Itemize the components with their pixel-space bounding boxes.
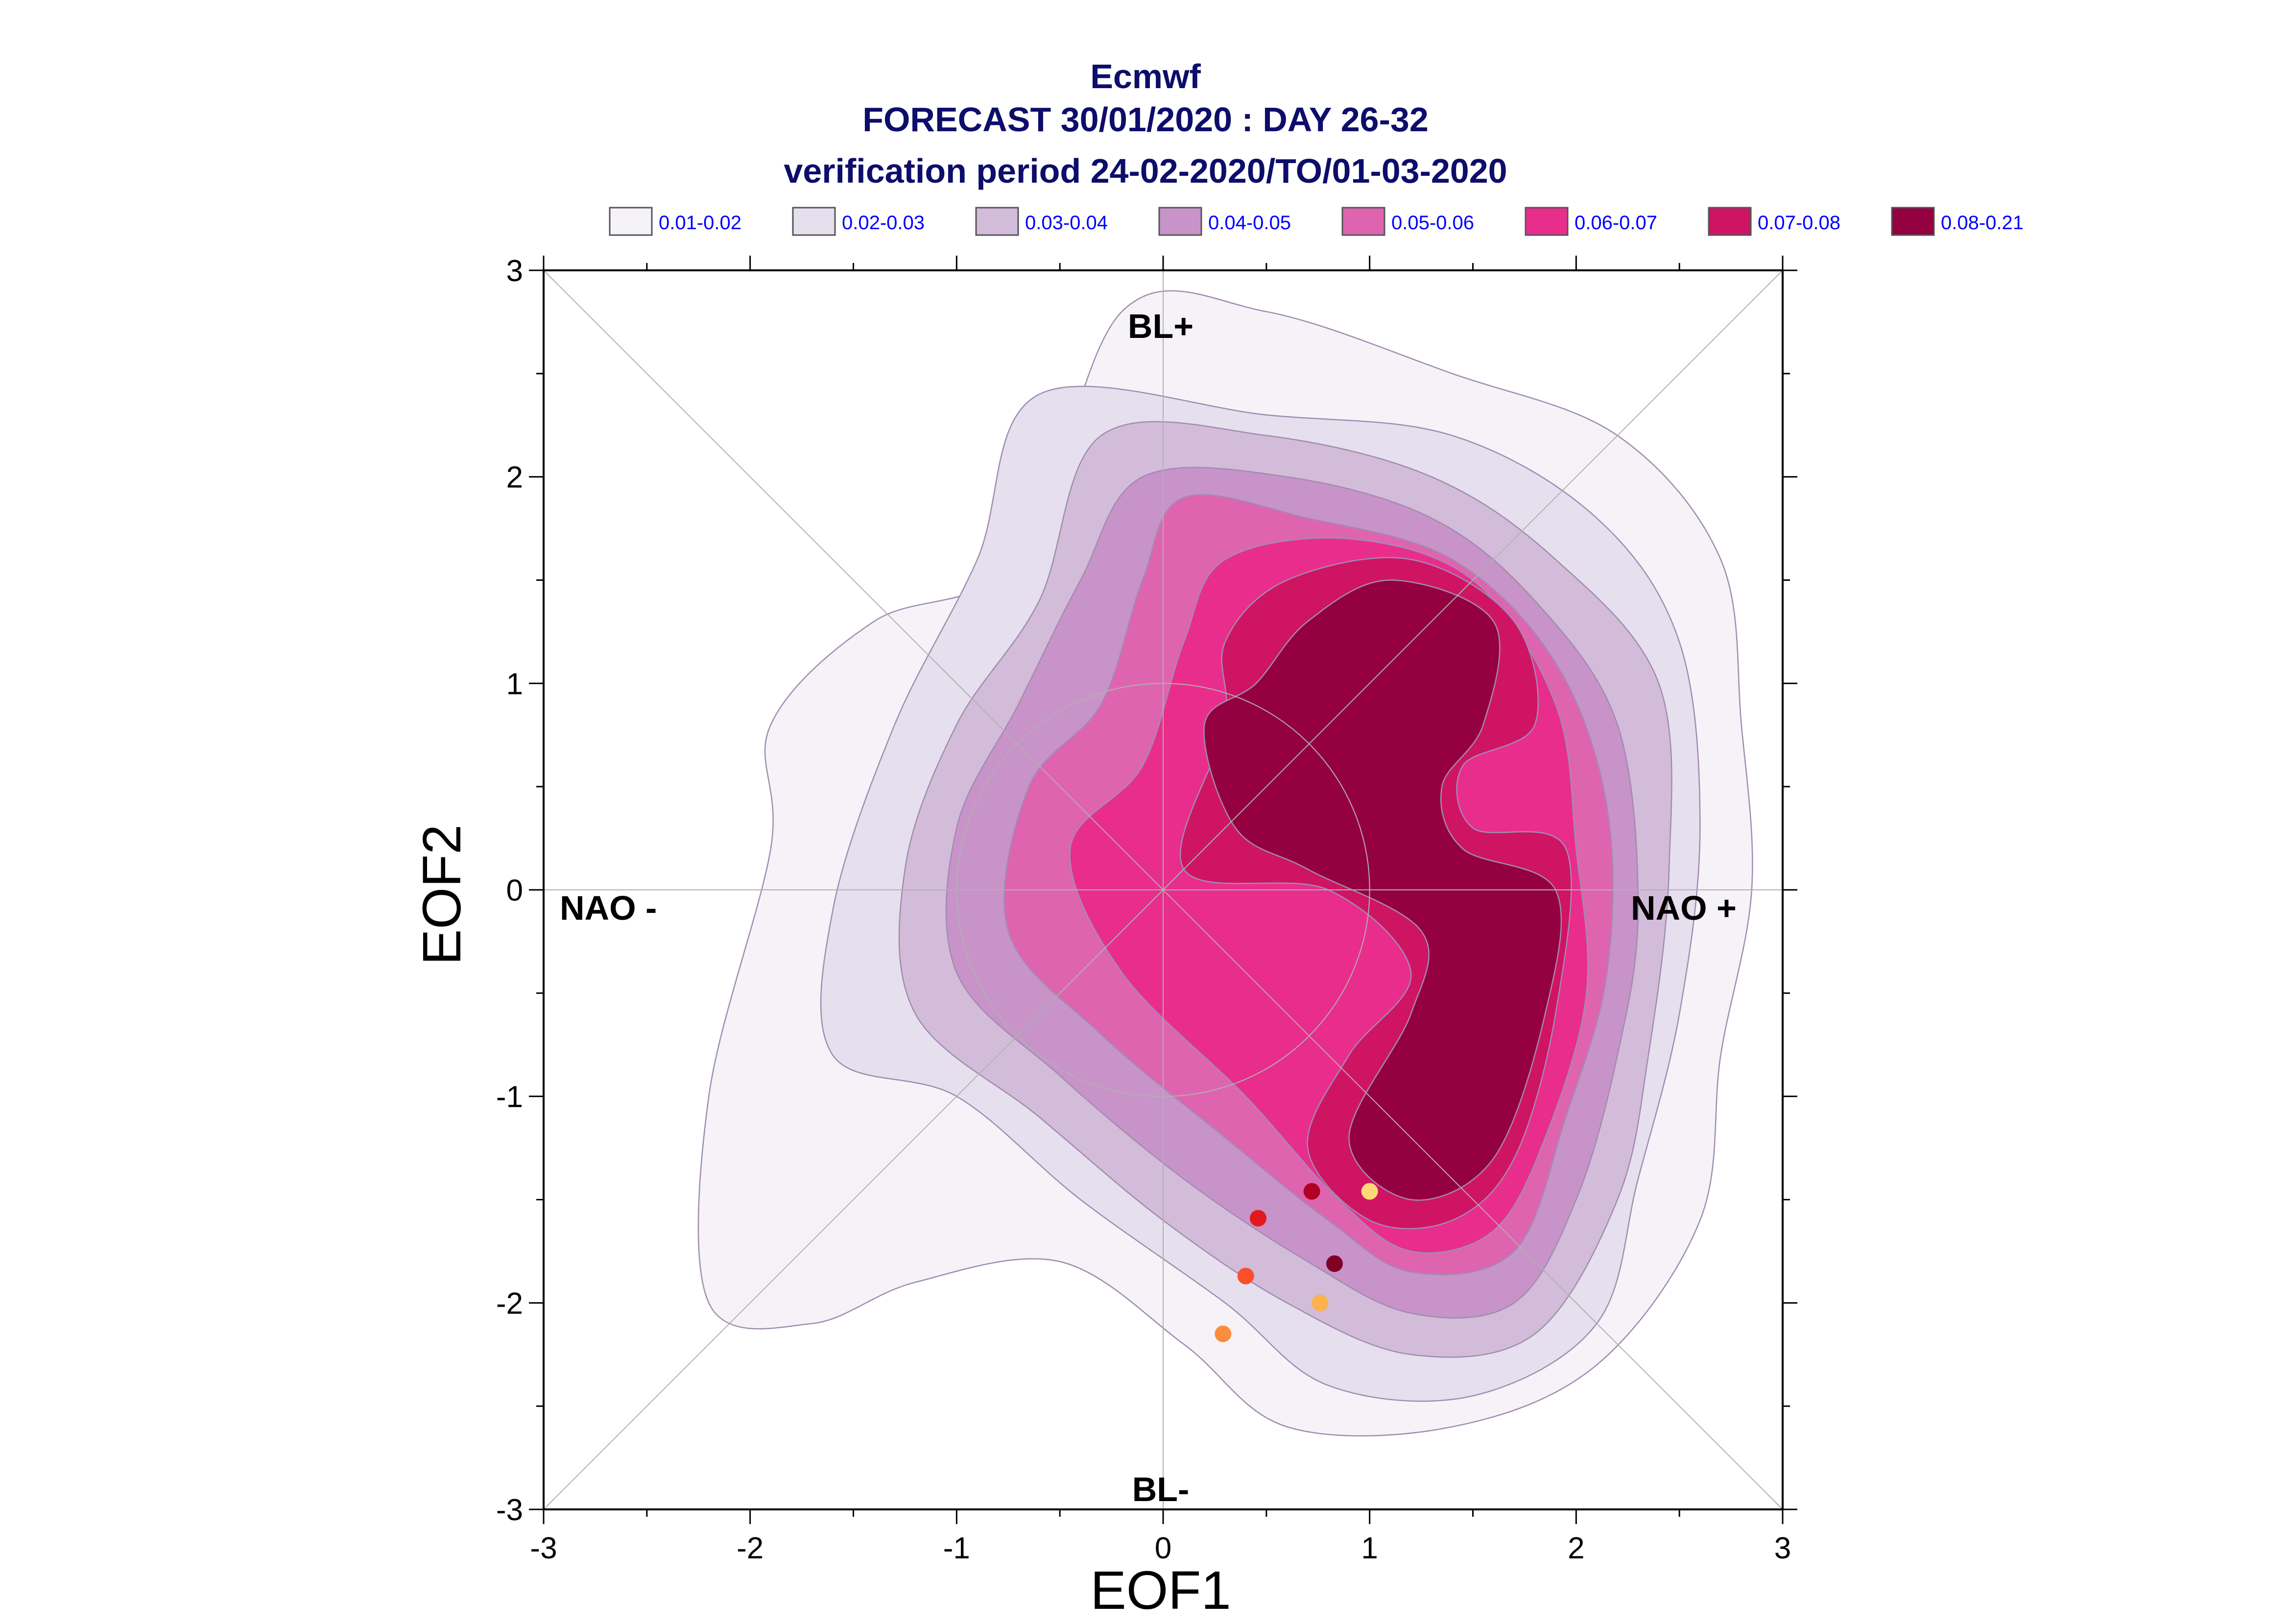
y-axis-label: EOF2 — [412, 824, 472, 965]
y-tick-label: 1 — [506, 667, 523, 701]
legend-swatch — [792, 207, 836, 236]
regime-label-nao-plus: NAO + — [1631, 889, 1737, 927]
legend-swatch — [1525, 207, 1569, 236]
chart-title: Ecmwf FORECAST 30/01/2020 : DAY 26-32 ve… — [784, 57, 1507, 190]
y-tick-label: 2 — [506, 461, 523, 495]
legend-swatch — [975, 207, 1019, 236]
legend-label: 0.07-0.08 — [1758, 212, 1840, 234]
legend-label: 0.04-0.05 — [1208, 212, 1291, 234]
x-tick-label: -2 — [737, 1531, 764, 1565]
regime-label-bl-plus: BL+ — [1128, 307, 1193, 345]
title-line-3: verification period 24-02-2020/TO/01-03-… — [784, 152, 1507, 190]
legend-label: 0.08-0.21 — [1941, 212, 2024, 234]
legend-label: 0.06-0.07 — [1575, 212, 1657, 234]
regime-label-nao-minus: NAO - — [560, 889, 657, 927]
title-line-2: FORECAST 30/01/2020 : DAY 26-32 — [862, 100, 1429, 139]
y-tick-label: -3 — [496, 1493, 523, 1527]
regime-labels: BL+ BL- NAO - NAO + — [560, 307, 1737, 1508]
unit-circle — [956, 683, 1370, 1097]
legend-swatch — [1708, 207, 1752, 236]
legend-label: 0.01-0.02 — [659, 212, 741, 234]
data-point — [1361, 1183, 1378, 1200]
regime-label-bl-minus: BL- — [1132, 1470, 1190, 1508]
x-tick-label: -3 — [530, 1531, 557, 1565]
x-tick-label: 2 — [1568, 1531, 1584, 1565]
x-axis-label: EOF1 — [1090, 1560, 1231, 1621]
axes: -3 -2 -1 0 1 2 3 -3 -2 -1 0 1 2 3 — [496, 254, 1797, 1565]
data-point — [1312, 1294, 1329, 1312]
x-tick-label: -1 — [943, 1531, 970, 1565]
data-point — [1326, 1255, 1343, 1272]
title-line-1: Ecmwf — [1090, 57, 1201, 96]
y-tick-label: 0 — [506, 874, 523, 908]
x-tick-label: 3 — [1774, 1531, 1791, 1565]
legend-swatch — [1158, 207, 1202, 236]
legend-swatch — [1341, 207, 1385, 236]
legend-label: 0.02-0.03 — [842, 212, 925, 234]
legend-swatch — [609, 207, 653, 236]
data-point — [1249, 1210, 1266, 1227]
x-tick-label: 1 — [1361, 1531, 1378, 1565]
x-tick-label: 0 — [1155, 1531, 1171, 1565]
legend: 0.01-0.02 0.02-0.03 0.03-0.04 0.04-0.05 0.05… — [609, 207, 2024, 236]
y-tick-label: -1 — [496, 1080, 523, 1114]
legend-label: 0.05-0.06 — [1391, 212, 1474, 234]
data-point — [1237, 1267, 1254, 1285]
plot-area — [543, 270, 1783, 1510]
legend-swatch — [1891, 207, 1935, 236]
data-point — [1215, 1325, 1232, 1342]
y-tick-label: 3 — [506, 254, 523, 288]
y-tick-label: -2 — [496, 1287, 523, 1320]
data-point — [1303, 1183, 1320, 1200]
legend-label: 0.03-0.04 — [1025, 212, 1108, 234]
